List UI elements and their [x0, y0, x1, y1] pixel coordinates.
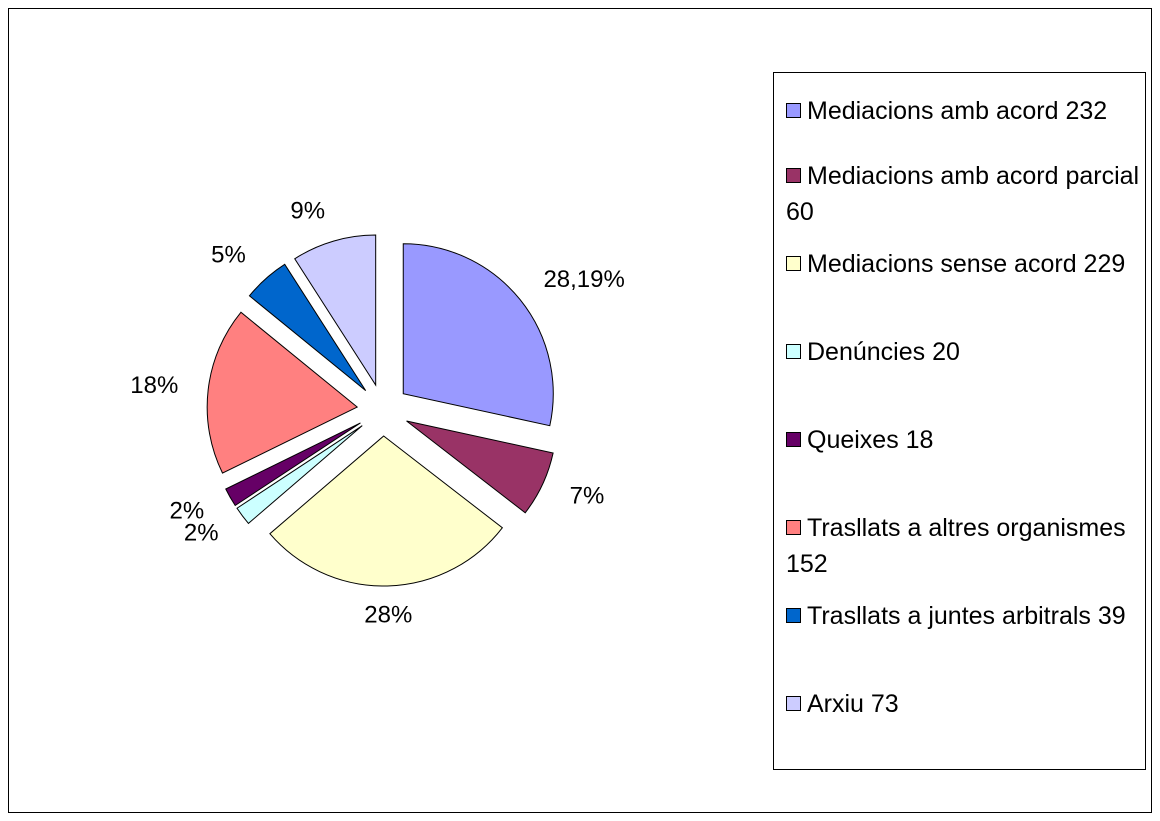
legend-swatch — [786, 432, 801, 447]
slice-label: 9% — [290, 198, 325, 225]
legend-label: Trasllats a altres organismes 152 — [786, 514, 1126, 578]
slice-label: 2% — [169, 498, 204, 525]
legend-label: Mediacions sense acord 229 — [807, 250, 1126, 278]
pie-slice — [406, 420, 554, 514]
legend-entry: Mediacions amb acord 232 — [786, 93, 1141, 129]
legend-label: Queixes 18 — [807, 426, 934, 454]
legend-entry: Trasllats a juntes arbitrals 39 — [786, 598, 1141, 634]
slice-label: 28% — [364, 601, 412, 628]
legend-swatch — [786, 608, 801, 623]
slice-label: 5% — [211, 242, 246, 269]
legend-swatch — [786, 168, 801, 183]
legend-label: Mediacions amb acord 232 — [807, 97, 1108, 125]
legend-entry: Trasllats a altres organismes 152 — [786, 510, 1141, 582]
legend-entry: Mediacions amb acord parcial 60 — [786, 158, 1141, 230]
legend-label: Trasllats a juntes arbitrals 39 — [807, 602, 1126, 630]
legend-swatch — [786, 344, 801, 359]
legend-swatch — [786, 103, 801, 118]
pie-slice — [294, 234, 377, 387]
legend-label: Arxiu 73 — [807, 690, 899, 718]
pie-slice — [236, 425, 363, 525]
pie-slice — [402, 243, 554, 427]
pie-slice — [206, 311, 359, 474]
legend-entry: Mediacions sense acord 229 — [786, 246, 1141, 282]
slice-label: 2% — [184, 519, 219, 546]
legend-swatch — [786, 520, 801, 535]
pie-slice — [225, 422, 361, 507]
pie-slice — [269, 435, 504, 587]
legend-label: Denúncies 20 — [807, 338, 960, 366]
pie-slice — [248, 263, 367, 391]
slice-label: 18% — [130, 372, 178, 399]
legend-entry: Queixes 18 — [786, 422, 1141, 458]
legend-swatch — [786, 696, 801, 711]
legend-swatch — [786, 256, 801, 271]
legend-label: Mediacions amb acord parcial 60 — [786, 162, 1140, 226]
legend: Mediacions amb acord 232 Mediacions amb a… — [773, 72, 1146, 770]
slice-label: 28,19% — [543, 266, 624, 293]
legend-entry: Arxiu 73 — [786, 686, 1141, 722]
slice-label: 7% — [570, 482, 605, 509]
legend-entry: Denúncies 20 — [786, 334, 1141, 370]
